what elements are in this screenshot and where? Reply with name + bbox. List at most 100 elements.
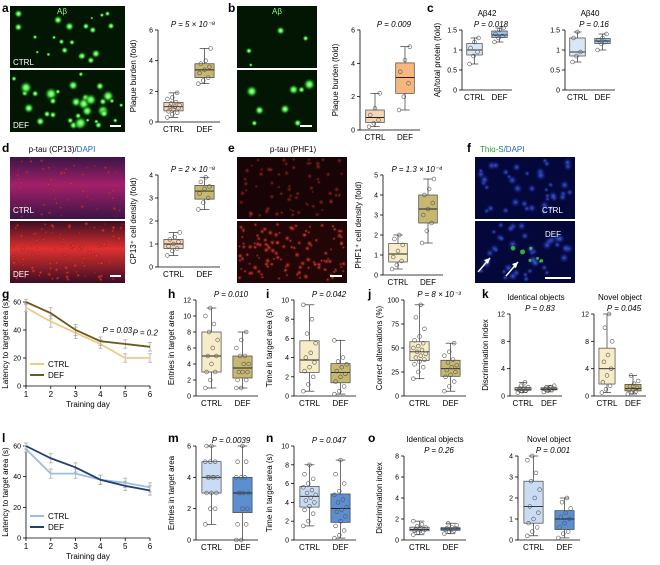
data-point bbox=[337, 389, 342, 394]
data-point bbox=[447, 349, 452, 355]
texture-spot bbox=[58, 236, 62, 239]
panel-d: d p-tau (CP13)/DAPI CTRL DEF 0 1 2 3 4 CP13⁺ … bbox=[2, 141, 220, 283]
data-point bbox=[212, 506, 218, 511]
y-axis-label: CP13⁺ cell density (fold) bbox=[129, 177, 138, 264]
data-point bbox=[423, 351, 428, 356]
data-point bbox=[206, 475, 212, 480]
texture-spot bbox=[80, 261, 85, 265]
y-axis-label: Entries in target area bbox=[167, 455, 176, 530]
data-point bbox=[332, 338, 337, 343]
data-point bbox=[431, 176, 437, 182]
chart-title: Aβ42 bbox=[478, 9, 497, 18]
texture-spot bbox=[306, 240, 313, 247]
texture-spot bbox=[112, 117, 118, 124]
data-point bbox=[339, 507, 344, 513]
data-point bbox=[203, 175, 208, 180]
texture-spot bbox=[248, 62, 253, 68]
data-point bbox=[205, 475, 211, 480]
y-tick-label: 3 bbox=[149, 196, 153, 203]
texture-spot bbox=[81, 105, 93, 117]
y-axis-label: PHF1⁺ cell density (fold) bbox=[354, 181, 363, 268]
data-point bbox=[203, 58, 208, 63]
data-point bbox=[443, 374, 448, 379]
y-tick-label: 12 bbox=[497, 312, 505, 319]
texture-spot bbox=[34, 251, 40, 257]
x-tick-label: CTRL bbox=[388, 278, 409, 287]
data-point bbox=[424, 228, 430, 234]
x-tick-label: CTRL bbox=[299, 399, 320, 408]
data-point bbox=[496, 35, 501, 41]
texture-spot bbox=[307, 230, 311, 235]
texture-spot bbox=[308, 161, 313, 166]
texture-spot bbox=[92, 226, 96, 230]
data-point bbox=[515, 390, 521, 395]
y-tick-label: 0.5 bbox=[447, 68, 457, 75]
texture-spot bbox=[255, 233, 260, 238]
data-point bbox=[407, 44, 412, 49]
data-point bbox=[312, 500, 317, 505]
texture-spot bbox=[250, 164, 254, 168]
chart-title: Identical objects bbox=[507, 293, 564, 302]
data-point bbox=[599, 41, 604, 47]
texture-spot bbox=[244, 252, 250, 258]
data-point bbox=[578, 49, 583, 55]
texture-spot bbox=[53, 266, 60, 273]
p-value: P = 0.009 bbox=[377, 20, 412, 29]
legend-label: CTRL bbox=[48, 360, 69, 369]
chart-title: Identical objects bbox=[406, 435, 463, 444]
data-point bbox=[543, 385, 549, 390]
texture-spot bbox=[507, 238, 519, 250]
texture-spot bbox=[303, 78, 316, 91]
data-point bbox=[201, 200, 206, 205]
data-point bbox=[304, 490, 310, 496]
y-tick-label: 100 bbox=[387, 298, 399, 305]
y-tick-label: 0.5 bbox=[550, 68, 560, 75]
panel-label: m bbox=[168, 431, 179, 445]
x-tick-label: DEF bbox=[197, 270, 213, 279]
data-point bbox=[516, 387, 522, 393]
texture-spot bbox=[32, 232, 36, 236]
data-point bbox=[368, 112, 373, 118]
texture-spot bbox=[119, 240, 124, 245]
texture-spot bbox=[262, 237, 269, 243]
texture-spot bbox=[477, 167, 485, 175]
texture-spot bbox=[58, 232, 62, 236]
y-axis-label: Discrimination index bbox=[481, 319, 490, 391]
data-point bbox=[167, 237, 173, 242]
texture-spot bbox=[296, 209, 302, 215]
y-tick-label: 2 bbox=[285, 519, 289, 526]
p-value: P = 0.2 bbox=[133, 329, 159, 338]
y-tick-label: 8 bbox=[285, 462, 289, 469]
texture-spot bbox=[86, 247, 90, 250]
texture-spot bbox=[511, 162, 522, 173]
chart-g: 0 20 40 60 1 2 3 4 5 6 Training day Latency to targ… bbox=[1, 298, 159, 409]
panel-g: g 0 20 40 60 1 2 3 4 5 6 Training day Latency to ta… bbox=[1, 287, 158, 409]
texture-spot bbox=[273, 210, 281, 218]
y-tick-label: 0 bbox=[149, 265, 153, 272]
texture-spot bbox=[89, 198, 93, 202]
texture-spot bbox=[29, 244, 32, 248]
data-point bbox=[196, 207, 201, 212]
data-point bbox=[413, 315, 419, 320]
box bbox=[232, 355, 253, 379]
texture-spot bbox=[14, 22, 23, 32]
texture-spot bbox=[52, 188, 56, 193]
data-point bbox=[399, 258, 404, 264]
data-point bbox=[207, 184, 212, 189]
data-point bbox=[236, 369, 242, 375]
chart-o-identical: 0 2 4 6 8 Discrimination index Identical objec… bbox=[375, 435, 466, 552]
y-tick-label: 0 bbox=[17, 384, 21, 391]
data-point bbox=[209, 490, 214, 496]
texture-spot bbox=[17, 168, 20, 171]
texture-spot bbox=[15, 223, 20, 228]
data-point bbox=[341, 481, 347, 486]
data-point bbox=[450, 357, 456, 362]
x-tick-label: 4 bbox=[98, 542, 103, 551]
texture-spot bbox=[320, 208, 325, 212]
data-point bbox=[212, 459, 218, 464]
texture-spot bbox=[501, 206, 510, 215]
y-axis-label: Correct alternations (%) bbox=[375, 305, 384, 390]
data-point bbox=[237, 490, 243, 496]
y-tick-label: 6 bbox=[285, 481, 289, 488]
texture-spot bbox=[297, 86, 306, 94]
